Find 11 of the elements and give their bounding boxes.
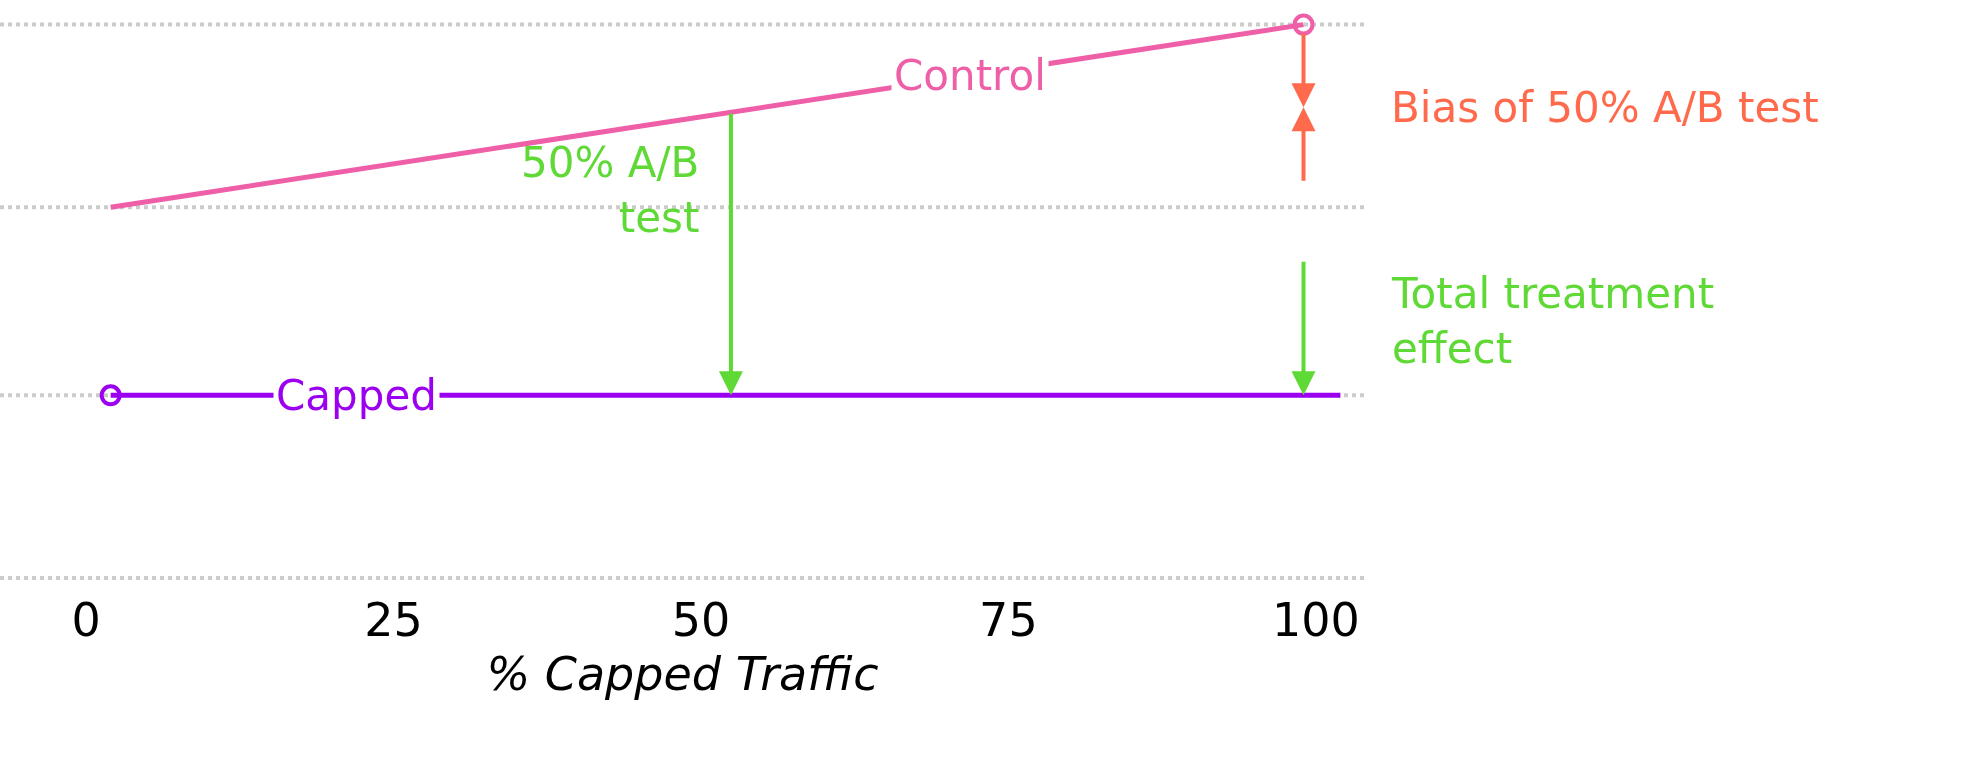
x-tick-label: 25 xyxy=(364,593,423,647)
x-tick-label: 50 xyxy=(671,593,731,647)
x-tick-label: 75 xyxy=(979,593,1038,647)
x-axis-title: % Capped Traffic xyxy=(486,647,879,701)
series-label: Control xyxy=(894,51,1046,100)
x-tick-label: 0 xyxy=(71,593,101,647)
annotation: 50% A/B test xyxy=(521,138,700,242)
text: Total treatment effect xyxy=(1391,269,1715,373)
x-tick-label: 100 xyxy=(1271,593,1360,647)
text: Bias of 50% A/B test xyxy=(1391,83,1819,132)
series-label: Capped xyxy=(276,371,437,420)
